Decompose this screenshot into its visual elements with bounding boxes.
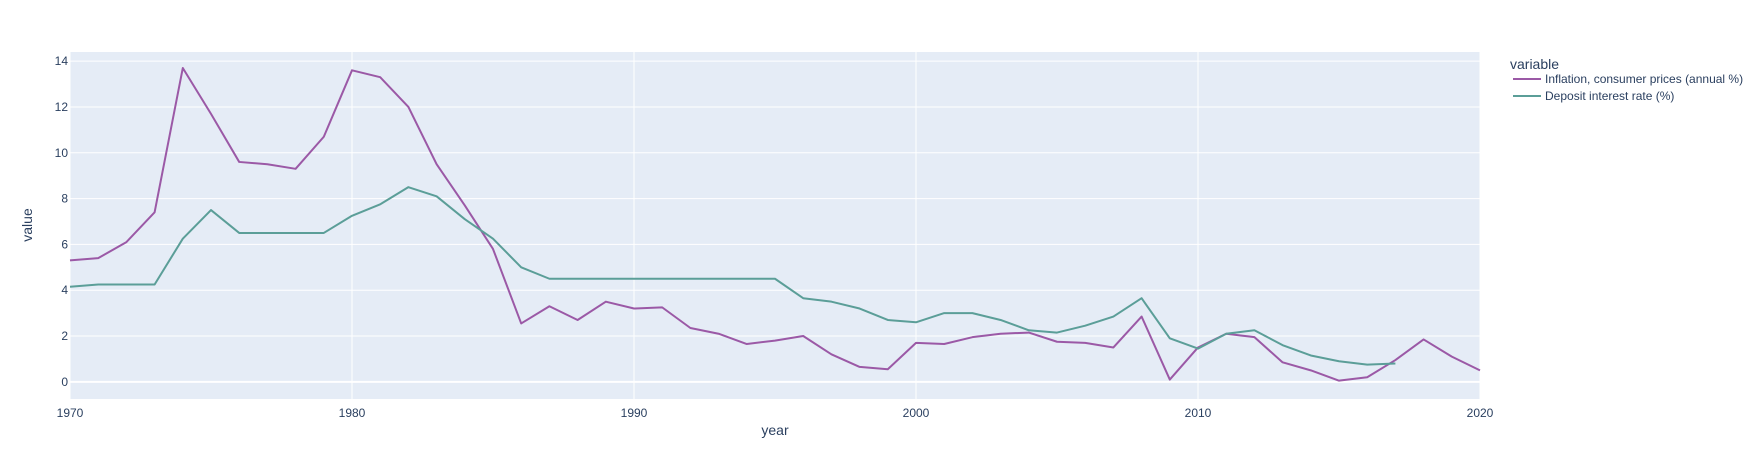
x-axis-ticks: 1970 1980 1990 2000 2010 2020	[57, 406, 1494, 420]
series-line-deposit-rate[interactable]	[69, 186, 1396, 366]
x-tick-label: 2020	[1467, 406, 1494, 420]
y-tick-label: 0	[61, 375, 68, 389]
x-tick-label: 2000	[903, 406, 930, 420]
plot-background	[70, 52, 1480, 399]
series-lines	[69, 67, 1481, 382]
x-tick-label: 2010	[1185, 406, 1212, 420]
y-tick-label: 14	[55, 54, 69, 68]
gridlines	[69, 52, 1481, 399]
y-axis-ticks: 0 2 4 6 8 10 12 14	[55, 54, 69, 389]
y-tick-label: 8	[61, 192, 68, 206]
y-axis-title: value	[19, 208, 35, 242]
y-tick-label: 10	[55, 146, 69, 160]
y-tick-label: 12	[55, 100, 69, 114]
series-line-inflation[interactable]	[69, 67, 1481, 382]
x-tick-label: 1990	[621, 406, 648, 420]
x-axis-title: year	[761, 422, 789, 438]
legend[interactable]: variable Inflation, consumer prices (ann…	[1510, 56, 1743, 103]
y-tick-label: 2	[61, 329, 68, 343]
legend-label: Deposit interest rate (%)	[1545, 89, 1674, 103]
y-tick-label: 6	[61, 237, 68, 251]
y-tick-label: 4	[61, 283, 68, 297]
legend-label: Inflation, consumer prices (annual %)	[1545, 72, 1743, 86]
x-tick-label: 1980	[339, 406, 366, 420]
x-tick-label: 1970	[57, 406, 84, 420]
legend-title: variable	[1510, 56, 1559, 72]
